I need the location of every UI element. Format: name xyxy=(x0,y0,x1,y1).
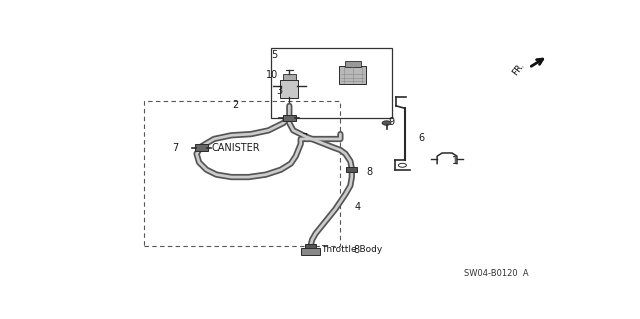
Text: 3: 3 xyxy=(276,86,282,96)
FancyBboxPatch shape xyxy=(283,115,296,121)
Text: FR.: FR. xyxy=(510,61,526,77)
FancyBboxPatch shape xyxy=(283,74,296,80)
Text: 4: 4 xyxy=(355,202,361,211)
Text: 7: 7 xyxy=(301,133,308,143)
Text: 7: 7 xyxy=(173,143,179,153)
Text: 8: 8 xyxy=(366,167,372,177)
FancyBboxPatch shape xyxy=(339,66,366,84)
Text: 2: 2 xyxy=(232,100,238,110)
Circle shape xyxy=(382,121,391,125)
FancyBboxPatch shape xyxy=(195,145,208,151)
Text: 10: 10 xyxy=(266,70,278,80)
FancyBboxPatch shape xyxy=(346,167,357,172)
Text: 1: 1 xyxy=(452,156,458,166)
FancyBboxPatch shape xyxy=(345,61,361,67)
Text: SW04-B0120  A: SW04-B0120 A xyxy=(465,269,529,278)
FancyBboxPatch shape xyxy=(301,248,320,256)
Text: 5: 5 xyxy=(271,50,278,60)
Text: Throttle Body: Throttle Body xyxy=(321,245,383,254)
Text: 6: 6 xyxy=(418,133,424,144)
Text: 8: 8 xyxy=(354,245,360,255)
Bar xyxy=(271,48,392,118)
FancyBboxPatch shape xyxy=(280,79,298,98)
Text: 9: 9 xyxy=(388,117,394,127)
Bar xyxy=(145,101,340,246)
Text: CANISTER: CANISTER xyxy=(211,143,260,152)
FancyBboxPatch shape xyxy=(305,244,316,250)
